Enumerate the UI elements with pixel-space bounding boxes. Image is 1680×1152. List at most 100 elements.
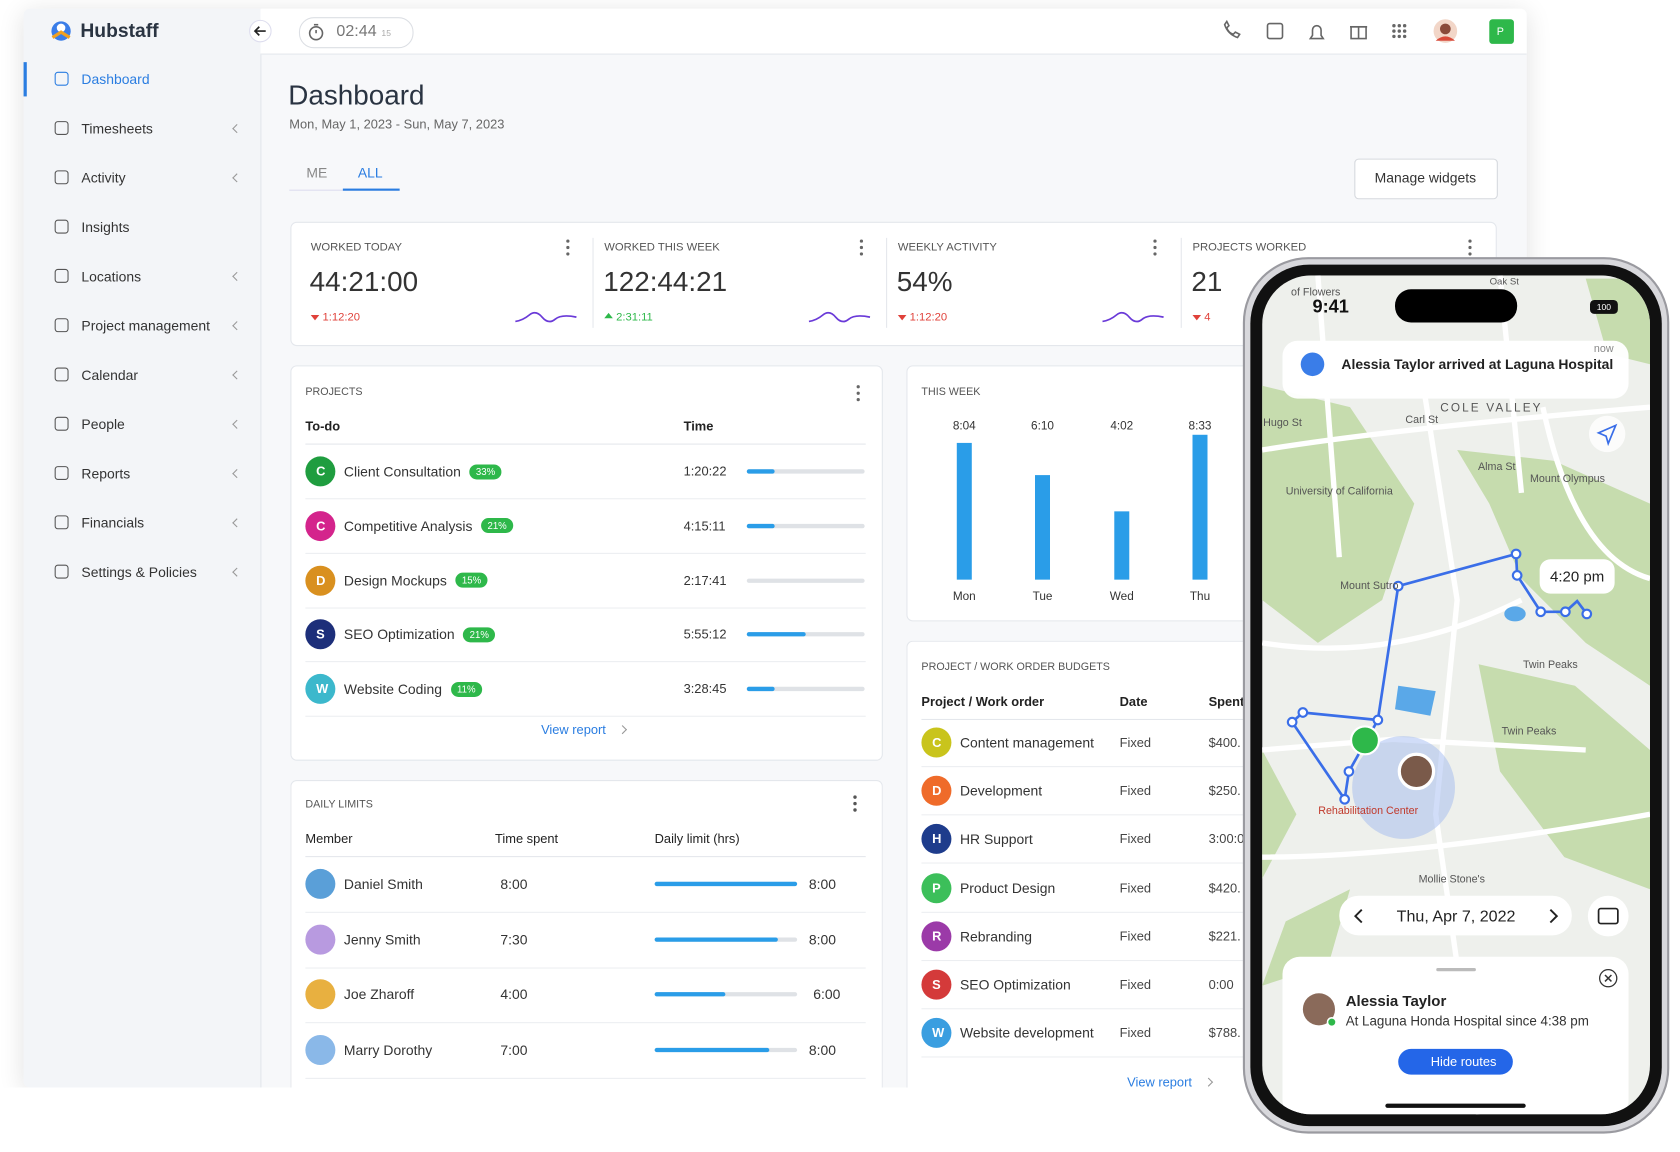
stat-menu [859,239,864,256]
prev-day [1353,908,1363,924]
budget-spent: $250. [1208,783,1241,799]
card-title: PROJECTS [305,386,363,399]
sidebar [23,8,262,1088]
nav-icon [54,564,69,579]
dot [1468,252,1472,256]
notification-text: Alessia Taylor arrived at Laguna Hospita… [1341,356,1613,372]
road [1262,597,1523,651]
row-line [305,1077,866,1080]
view-report[interactable]: View report [1127,1074,1192,1090]
budget-name[interactable]: HR Support [960,831,1033,848]
budget-name[interactable]: Content management [960,734,1094,751]
nav-icon [54,121,69,136]
project-name-group: SEO Optimization 21% [343,626,496,643]
column-header: Date [1119,694,1148,710]
row-line [921,766,1261,768]
header-line [921,718,1261,721]
timer: 02:44 [336,21,377,41]
map-label: Hugo St [1263,417,1302,429]
stat-divider [592,237,594,328]
timer-pill[interactable] [298,17,414,49]
date-text: Thu, Apr 7, 2022 [1397,907,1516,925]
nav-label: People [81,416,125,433]
time-spent: 4:00 [500,986,528,1003]
budget-name[interactable]: Product Design [960,879,1056,896]
next-day [1549,908,1559,924]
view-report[interactable]: View report [541,722,606,738]
route-stop [1339,793,1351,805]
hide-routes-button[interactable] [1398,1048,1513,1075]
project-name[interactable]: Competitive Analysis [343,517,473,534]
route-stop [1372,714,1384,726]
stat-label: WORKED THIS WEEK [604,241,720,254]
stat-trend-icon [897,315,907,321]
map-label: Alma St [1478,461,1515,473]
budget-name[interactable]: Rebranding [960,928,1033,945]
avatar-circle [305,924,336,955]
time-spent: 8:00 [500,875,528,892]
map-label: Mollie Stone's [1419,873,1485,885]
stat-change: 1:12:20 [322,310,361,324]
close-button [1599,969,1618,988]
spark-path [515,311,577,323]
project-time: 2:17:41 [683,572,727,588]
calendar-icon [1597,907,1619,925]
battery [1590,300,1618,314]
road [1262,811,1651,860]
daily-limit: 8:00 [808,1042,837,1059]
value-label: 8:33 [1189,420,1212,433]
project-name-group: Client Consultation 33% [344,463,502,479]
map-label: Twin Peaks [1502,726,1557,738]
nav-label: Reports [81,465,131,482]
project-name[interactable]: Client Consultation [343,463,461,480]
day-label: Mon [953,590,976,603]
stat-divider [886,237,888,328]
stat-change: 4 [1204,310,1211,324]
row-line [921,814,1261,816]
project-name[interactable]: Website Coding [343,681,443,698]
budget-name[interactable]: Development [960,782,1043,799]
limit-fill [654,937,778,942]
tab-me[interactable]: ME [306,164,328,181]
tab-all[interactable]: ALL [357,164,383,181]
column-header: Daily limit (hrs) [654,831,740,847]
stat-trend-icon [604,312,613,319]
budget-date: Fixed [1119,831,1152,847]
card-title: PROJECT / WORK ORDER BUDGETS [921,661,1110,674]
avatar-initial: C [316,518,326,534]
avatar-circle [921,872,952,903]
dot [566,245,570,250]
user-initial[interactable]: P [1496,26,1504,39]
road [1262,404,1651,453]
project-time: 5:55:12 [683,627,727,643]
stat-change: 1:12:20 [909,310,948,324]
person-status: At Laguna Honda Hospital since 4:38 pm [1346,1014,1589,1029]
avatar-circle [305,868,336,899]
stat-trend-icon [1192,315,1202,321]
project-name[interactable]: Design Mockups [343,572,447,589]
project-name[interactable]: SEO Optimization [343,626,455,643]
header-line [305,443,866,445]
avatar-circle [921,775,952,806]
daily-limit: 6:00 [813,986,841,1003]
collapse-button[interactable] [249,19,273,43]
dot [1153,245,1157,250]
percent-badge: 21% [481,518,514,534]
avatar-circle [921,921,952,952]
nav-label: Activity [81,169,126,186]
row-line [921,959,1261,961]
route-stop [1581,608,1593,620]
project-time: 1:20:22 [683,463,727,479]
route-stop [1343,766,1355,777]
row-line [305,1022,866,1024]
route-stop [1286,716,1298,728]
row-line [305,911,866,913]
budget-name[interactable]: Website development [960,1025,1094,1042]
limit-fill [654,881,798,887]
manage-button[interactable] [1354,158,1498,200]
avatar-initial: C [932,735,942,751]
dot [859,245,864,250]
budget-name[interactable]: SEO Optimization [960,976,1071,993]
map-label: Oak St [1490,276,1520,287]
